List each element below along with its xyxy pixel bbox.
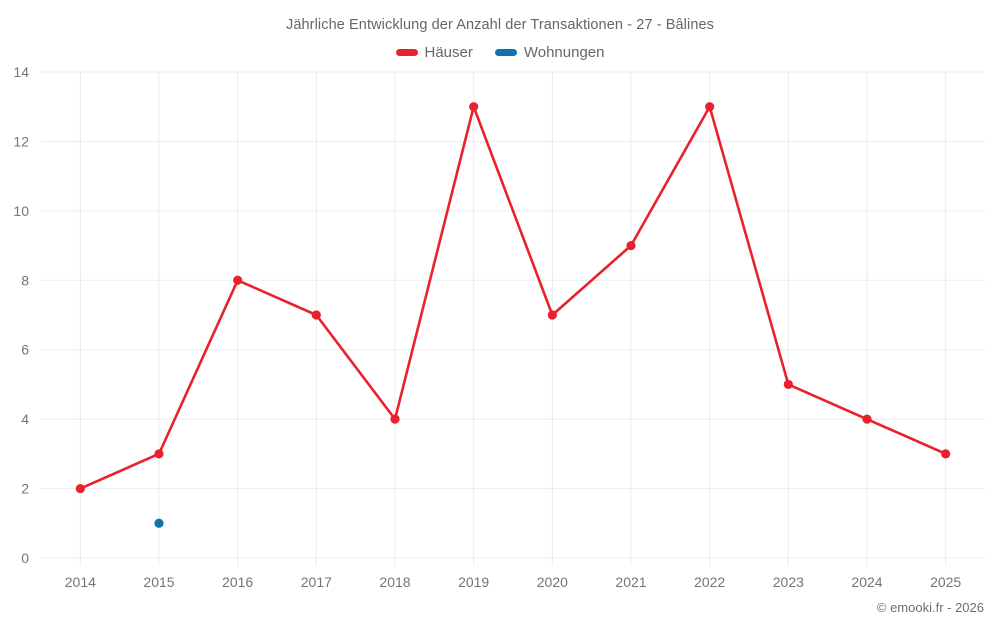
y-axis-label: 12 <box>13 133 29 149</box>
x-axis-label: 2022 <box>694 574 725 590</box>
y-axis-label: 0 <box>21 550 29 566</box>
data-point[interactable] <box>390 414 400 424</box>
y-axis-tick-labels: 0 2 4 6 8 10 12 14 <box>13 64 29 566</box>
data-series-layer <box>75 102 951 528</box>
data-point[interactable] <box>783 379 793 390</box>
data-point[interactable] <box>862 414 872 424</box>
data-point[interactable] <box>547 310 557 320</box>
data-point[interactable] <box>311 310 321 320</box>
x-axis-label: 2024 <box>851 574 882 590</box>
x-axis-label: 2020 <box>537 574 568 590</box>
y-axis-label: 10 <box>13 203 29 219</box>
data-point[interactable] <box>154 449 164 459</box>
x-axis-label: 2015 <box>143 574 174 590</box>
y-axis-label: 2 <box>21 481 29 497</box>
data-point[interactable] <box>469 102 479 112</box>
data-point[interactable] <box>705 102 715 112</box>
data-point[interactable] <box>626 240 636 251</box>
x-axis-label: 2017 <box>301 574 332 590</box>
legend-item-wohnungen[interactable]: Wohnungen <box>494 44 605 61</box>
x-axis-tick-labels: 2014 2015 2016 2017 2018 2019 2020 2021 2022 2023… <box>65 574 962 590</box>
y-axis-label: 14 <box>13 64 29 80</box>
x-axis-label: 2014 <box>65 574 96 590</box>
chart-legend: Häuser Wohnungen <box>0 44 1000 61</box>
data-point[interactable] <box>75 483 85 494</box>
y-axis-label: 8 <box>21 272 29 288</box>
chart-title: Jährliche Entwicklung der Anzahl der Tra… <box>285 17 715 33</box>
x-axis-label: 2025 <box>930 574 961 590</box>
legend-swatch-hauser <box>395 49 418 56</box>
legend-item-hauser[interactable]: Häuser <box>395 44 473 61</box>
legend-swatch-wohnungen <box>494 49 517 56</box>
legend-label-wohnungen: Wohnungen <box>523 44 605 61</box>
data-point[interactable] <box>154 518 164 528</box>
y-axis-label: 6 <box>21 342 29 358</box>
x-axis-label: 2016 <box>222 574 253 590</box>
grid-lines <box>41 71 985 566</box>
series-line-häuser <box>79 105 947 490</box>
y-axis-label: 4 <box>21 411 29 427</box>
x-axis-label: 2018 <box>379 574 410 590</box>
x-axis-label: 2023 <box>773 574 804 590</box>
data-point[interactable] <box>941 449 951 459</box>
data-point[interactable] <box>233 275 243 285</box>
x-axis-label: 2021 <box>615 574 646 590</box>
copyright-notice: © emooki.fr - 2026 <box>876 600 984 615</box>
x-axis-label: 2019 <box>458 574 489 590</box>
legend-label-hauser: Häuser <box>424 44 473 61</box>
